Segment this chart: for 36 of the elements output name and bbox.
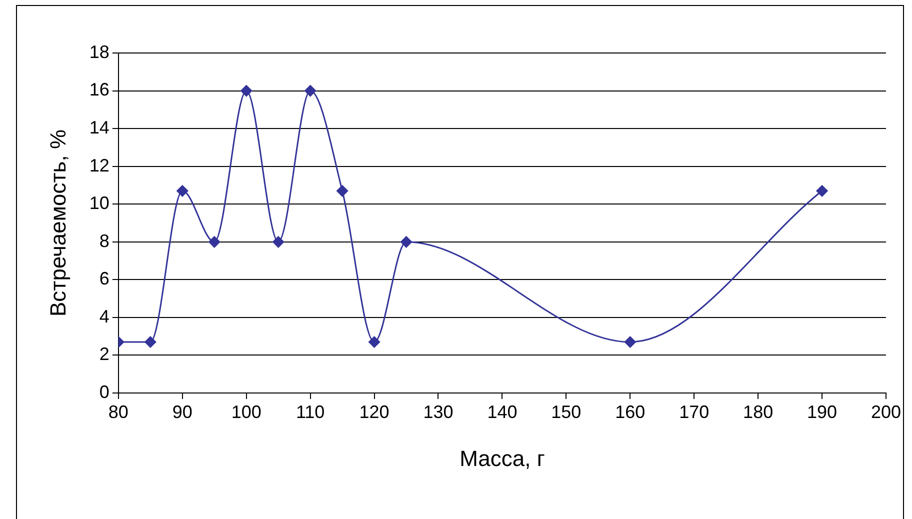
- y-axis-title: Встречаемость, %: [45, 129, 70, 317]
- y-tick-label: 12: [89, 155, 110, 176]
- x-tick-label: 170: [679, 402, 710, 422]
- x-tick-label: 120: [359, 402, 390, 422]
- point: [400, 236, 412, 248]
- point: [240, 85, 252, 97]
- x-tick-label: 160: [615, 402, 646, 422]
- y-tick-label: 16: [89, 80, 110, 100]
- point: [624, 336, 636, 348]
- x-tick-label: 140: [487, 402, 518, 422]
- y-tick-label: 2: [99, 344, 110, 364]
- x-tick-label: 190: [807, 402, 838, 422]
- x-tick-label: 80: [108, 402, 128, 422]
- x-tick-label: 180: [743, 402, 774, 422]
- x-tick-label: 110: [296, 402, 325, 422]
- point: [208, 236, 220, 248]
- x-tick-label: 150: [551, 402, 582, 422]
- y-tick-label: 4: [99, 306, 110, 326]
- y-tick-label: 18: [89, 42, 110, 62]
- point: [368, 336, 380, 348]
- x-tick-label: 130: [423, 402, 454, 422]
- point: [144, 336, 156, 348]
- x-tick-label: 100: [231, 402, 262, 422]
- point: [336, 185, 348, 197]
- x-tick-label: 200: [870, 402, 902, 422]
- point: [304, 85, 316, 97]
- x-tick-label: 90: [172, 402, 192, 422]
- point: [272, 236, 284, 248]
- y-tick-label: 14: [89, 118, 110, 138]
- y-tick-label: 10: [89, 193, 110, 214]
- point: [176, 185, 188, 197]
- y-tick-label: 6: [99, 268, 110, 289]
- point: [816, 185, 828, 197]
- x-axis-title: Масса, г: [460, 446, 545, 471]
- y-tick-label: 8: [99, 230, 110, 251]
- y-tick-label: 0: [99, 382, 110, 402]
